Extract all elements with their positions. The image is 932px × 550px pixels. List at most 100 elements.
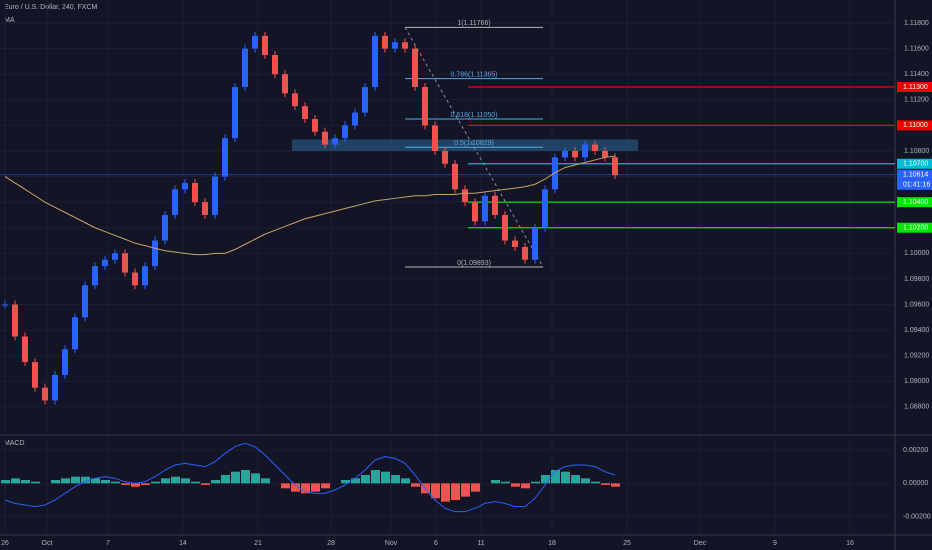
candle bbox=[172, 189, 178, 215]
candle bbox=[312, 118, 318, 132]
level-tag-label: 1.10400 bbox=[903, 199, 928, 206]
macd-hist-bar bbox=[181, 478, 190, 484]
candle bbox=[592, 144, 598, 151]
candle bbox=[562, 150, 568, 158]
candle bbox=[322, 131, 328, 145]
candle bbox=[232, 87, 238, 139]
macd-hist-bar bbox=[541, 475, 550, 484]
time-tick-label: 9 bbox=[773, 540, 777, 547]
candle bbox=[532, 227, 538, 260]
macd-hist-bar bbox=[211, 480, 220, 484]
candle bbox=[602, 150, 608, 158]
macd-hist-bar bbox=[361, 475, 370, 484]
macd-hist-bar bbox=[281, 483, 290, 489]
last-price-label: 1.10614 bbox=[903, 172, 928, 179]
price-tick-label: 1.11800 bbox=[904, 20, 929, 27]
candle bbox=[412, 48, 418, 87]
price-tick-label: 1.10800 bbox=[904, 148, 929, 155]
price-tick-label: 1.09000 bbox=[904, 378, 929, 385]
candle bbox=[62, 349, 68, 375]
macd-hist-bar bbox=[411, 483, 420, 487]
price-tick-label: 1.11400 bbox=[904, 71, 929, 78]
price-tick-label: 1.09800 bbox=[904, 276, 929, 283]
countdown-tag bbox=[897, 179, 932, 190]
candle bbox=[52, 374, 58, 401]
candle bbox=[272, 55, 278, 75]
price-tick-label: 1.09200 bbox=[904, 353, 929, 360]
level-tag-label: 1.10700 bbox=[903, 161, 928, 168]
macd-hist-bar bbox=[511, 483, 520, 487]
candle bbox=[372, 35, 378, 87]
macd-hist-bar bbox=[341, 480, 350, 484]
candle bbox=[442, 150, 448, 164]
candle bbox=[122, 253, 128, 273]
candle bbox=[522, 246, 528, 260]
candle bbox=[222, 138, 228, 177]
indicator-label: MA bbox=[4, 17, 15, 24]
macd-hist-bar bbox=[371, 470, 380, 484]
time-tick-label: 6 bbox=[434, 540, 438, 547]
candle bbox=[492, 195, 498, 215]
time-tick-label: 18 bbox=[548, 540, 556, 547]
macd-hist-bar bbox=[381, 471, 390, 484]
macd-hist-bar bbox=[161, 478, 170, 484]
candle bbox=[392, 42, 398, 49]
macd-hist-bar bbox=[601, 483, 610, 485]
candle bbox=[12, 304, 18, 337]
time-tick-label: 28 bbox=[327, 540, 335, 547]
candle bbox=[202, 202, 208, 215]
macd-hist-bar bbox=[551, 470, 560, 484]
candle bbox=[152, 240, 158, 267]
candle bbox=[342, 125, 348, 139]
macd-hist-bar bbox=[191, 481, 200, 484]
candle bbox=[72, 317, 78, 350]
time-tick-label: 26 bbox=[1, 540, 9, 547]
macd-hist-bar bbox=[571, 475, 580, 484]
candle bbox=[32, 362, 38, 388]
candle bbox=[552, 157, 558, 190]
macd-hist-bar bbox=[1, 480, 10, 484]
macd-tick-label: 0.00200 bbox=[903, 447, 928, 454]
macd-hist-bar bbox=[591, 481, 600, 484]
time-tick-label: 7 bbox=[106, 540, 110, 547]
candle bbox=[422, 87, 428, 126]
macd-hist-bar bbox=[501, 481, 510, 484]
macd-hist-bar bbox=[311, 483, 320, 492]
time-tick-label: Oct bbox=[42, 540, 53, 547]
candle bbox=[382, 35, 388, 49]
macd-hist-bar bbox=[51, 480, 60, 484]
time-tick-label: 11 bbox=[477, 540, 484, 547]
candle bbox=[462, 189, 468, 203]
candle bbox=[472, 202, 478, 222]
candle bbox=[42, 387, 48, 401]
macd-hist-bar bbox=[581, 478, 590, 484]
fib-label: 0.786(1.11365) bbox=[451, 72, 498, 79]
candle bbox=[112, 253, 118, 260]
candle bbox=[162, 214, 168, 241]
macd-hist-bar bbox=[251, 473, 260, 484]
macd-hist-bar bbox=[201, 483, 210, 485]
candle bbox=[572, 150, 578, 158]
level-tag-label: 1.11000 bbox=[903, 122, 928, 129]
candle bbox=[512, 240, 518, 247]
macd-hist-bar bbox=[121, 483, 130, 485]
candle bbox=[352, 112, 358, 126]
level-tag bbox=[897, 197, 932, 208]
candle bbox=[132, 272, 138, 286]
macd-hist-bar bbox=[431, 483, 440, 499]
candle bbox=[102, 259, 108, 267]
symbol-title: Euro / U.S. Dollar, 240, FXCM bbox=[4, 4, 98, 11]
macd-hist-bar bbox=[321, 483, 330, 489]
macd-hist-bar bbox=[531, 481, 540, 484]
candle bbox=[402, 42, 408, 49]
macd-hist-bar bbox=[351, 478, 360, 484]
level-tag bbox=[897, 158, 932, 169]
level-tag bbox=[897, 82, 932, 92]
price-tick-label: 1.09600 bbox=[904, 301, 929, 308]
macd-hist-bar bbox=[291, 483, 300, 492]
time-tick-label: Nov bbox=[385, 540, 398, 547]
level-tag bbox=[897, 120, 932, 131]
candle bbox=[582, 144, 588, 158]
macd-hist-bar bbox=[11, 478, 20, 484]
